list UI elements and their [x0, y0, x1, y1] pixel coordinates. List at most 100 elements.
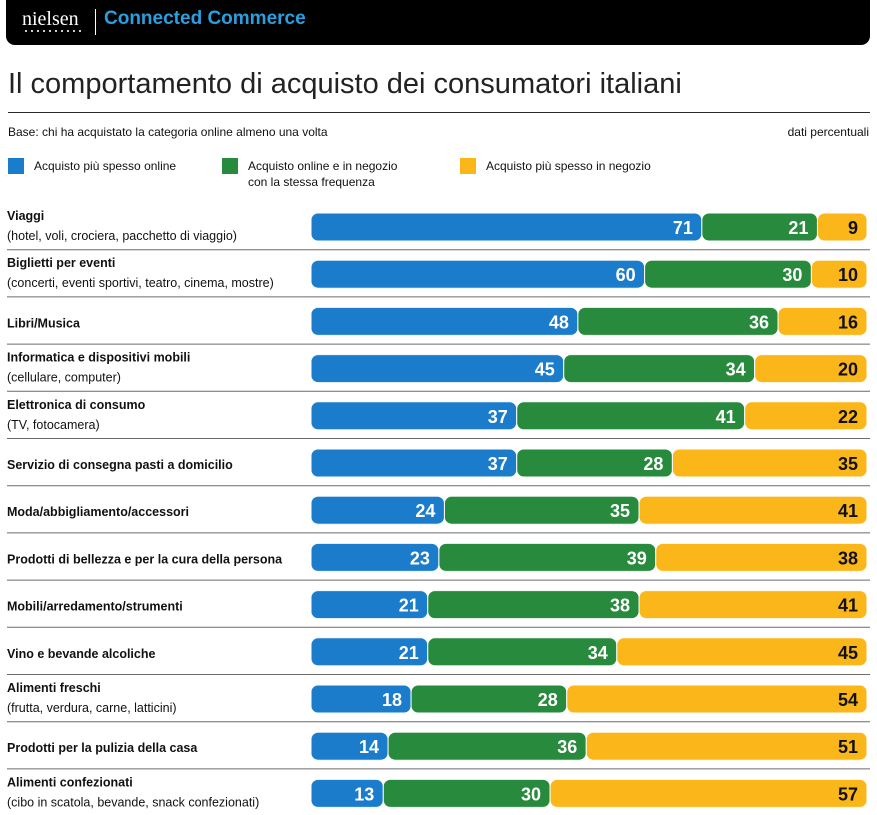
- value-label: 18: [382, 690, 402, 710]
- bar-segment-store: [655, 543, 867, 572]
- bar-segment-both: [427, 590, 640, 619]
- legend-label-store: Acquisto più spesso in negozio: [486, 159, 651, 173]
- bar-segment-store: [810, 260, 867, 289]
- bar-segment-store: [816, 213, 867, 241]
- value-label: 14: [359, 737, 379, 757]
- legend-swatch-store: [460, 158, 476, 174]
- value-label: 23: [410, 548, 430, 568]
- category-label: Vino e bevande alcoliche: [7, 647, 155, 661]
- value-label: 30: [782, 265, 802, 285]
- bar-segment-online: [311, 307, 579, 336]
- value-label: 21: [399, 643, 419, 663]
- bar-group: [311, 685, 867, 713]
- logo-dots-decoration: [23, 30, 83, 32]
- bar-segment-store: [638, 496, 867, 525]
- bar-segment-store: [549, 779, 867, 808]
- value-label: 60: [616, 265, 636, 285]
- value-label: 28: [538, 690, 558, 710]
- bar-segment-store: [616, 637, 867, 666]
- legend-item-both: Acquisto online e in negozio con la stes…: [222, 158, 448, 190]
- value-label: 34: [588, 643, 608, 663]
- value-label: 48: [549, 312, 569, 332]
- value-label: 41: [838, 501, 858, 521]
- category-label: Biglietti per eventi: [7, 256, 115, 270]
- value-label: 28: [643, 454, 663, 474]
- page-title: Il comportamento di acquisto dei consuma…: [8, 68, 682, 100]
- value-label: 24: [415, 501, 435, 521]
- category-label: Servizio di consegna pasti a domicilio: [7, 458, 233, 472]
- bar-group: [311, 590, 867, 619]
- bar-group: [311, 401, 867, 430]
- value-label: 35: [838, 454, 858, 474]
- value-label: 10: [838, 265, 858, 285]
- stacked-bar-chart: Viaggi (hotel, voli, crociera, pacchetto …: [7, 209, 870, 809]
- nielsen-logo: nielsen: [22, 8, 79, 30]
- bar-segment-store: [585, 732, 867, 761]
- category-label: Viaggi: [7, 209, 44, 223]
- bar-group: [311, 307, 867, 336]
- value-label: 41: [716, 407, 736, 427]
- bar-group: [311, 449, 867, 477]
- legend-label-both-line2: con la stessa frequenza: [248, 175, 375, 189]
- value-label: 51: [838, 737, 858, 757]
- bar-segment-online: [311, 449, 518, 477]
- header-title: Connected Commerce: [104, 8, 306, 29]
- bar-segment-online: [311, 401, 518, 430]
- category-label: Moda/abbigliamento/accessori: [7, 505, 189, 519]
- category-label: Prodotti di bellezza e per la cura della…: [7, 552, 283, 566]
- category-sublabel: (cellulare, computer): [7, 371, 121, 385]
- value-label: 45: [838, 643, 858, 663]
- legend-label-both-line1: Acquisto online e in negozio: [248, 159, 398, 173]
- bar-segment-store: [777, 307, 867, 336]
- header-divider: [95, 9, 96, 35]
- value-label: 9: [848, 218, 858, 238]
- bar-segment-store: [671, 449, 867, 477]
- value-label: 13: [354, 784, 374, 804]
- bar-segment-store: [744, 401, 867, 430]
- value-label: 36: [749, 312, 769, 332]
- category-label: Informatica e dispositivi mobili: [7, 351, 190, 365]
- legend-label-online: Acquisto più spesso online: [34, 159, 177, 173]
- bar-segment-online: [311, 260, 646, 289]
- value-label: 16: [838, 312, 858, 332]
- value-label: 39: [627, 548, 647, 568]
- header-bar: nielsen Connected Commerce: [6, 0, 870, 45]
- value-label: 54: [838, 690, 858, 710]
- bar-segment-both: [516, 401, 746, 430]
- value-label: 36: [557, 737, 577, 757]
- category-label: Elettronica di consumo: [7, 398, 146, 412]
- value-label: 37: [488, 454, 508, 474]
- category-label: Prodotti per la pulizia della casa: [7, 741, 198, 755]
- category-label: Libri/Musica: [7, 316, 81, 330]
- legend-item-store: Acquisto più spesso in negozio: [460, 158, 686, 174]
- value-label: 57: [838, 784, 858, 804]
- value-label: 30: [521, 784, 541, 804]
- bar-group: [311, 779, 867, 808]
- bar-segment-store: [754, 354, 867, 383]
- bar-segment-both: [438, 543, 657, 572]
- bar-group: [311, 354, 867, 383]
- bar-group: [311, 496, 867, 525]
- base-note: Base: chi ha acquistato la categoria onl…: [8, 125, 328, 139]
- legend-swatch-online: [8, 158, 24, 174]
- value-label: 34: [726, 360, 746, 380]
- category-sublabel: (TV, fotocamera): [7, 418, 100, 432]
- value-label: 41: [838, 596, 858, 616]
- bar-segment-store: [638, 590, 867, 619]
- value-label: 45: [535, 360, 555, 380]
- value-label: 20: [838, 360, 858, 380]
- value-label: 35: [610, 501, 630, 521]
- bar-group: [311, 213, 867, 241]
- bar-segment-online: [311, 354, 565, 383]
- value-label: 38: [610, 596, 630, 616]
- bar-group: [311, 732, 867, 761]
- bar-group: [311, 543, 867, 572]
- bar-segment-store: [566, 685, 867, 713]
- value-label: 22: [838, 407, 858, 427]
- legend-swatch-both: [222, 158, 238, 174]
- category-sublabel: (concerti, eventi sportivi, teatro, cine…: [7, 276, 274, 290]
- legend-item-online: Acquisto più spesso online: [8, 158, 234, 174]
- value-label: 21: [788, 218, 808, 238]
- category-sublabel: (hotel, voli, crociera, pacchetto di via…: [7, 229, 237, 243]
- category-label: Alimenti confezionati: [7, 775, 133, 789]
